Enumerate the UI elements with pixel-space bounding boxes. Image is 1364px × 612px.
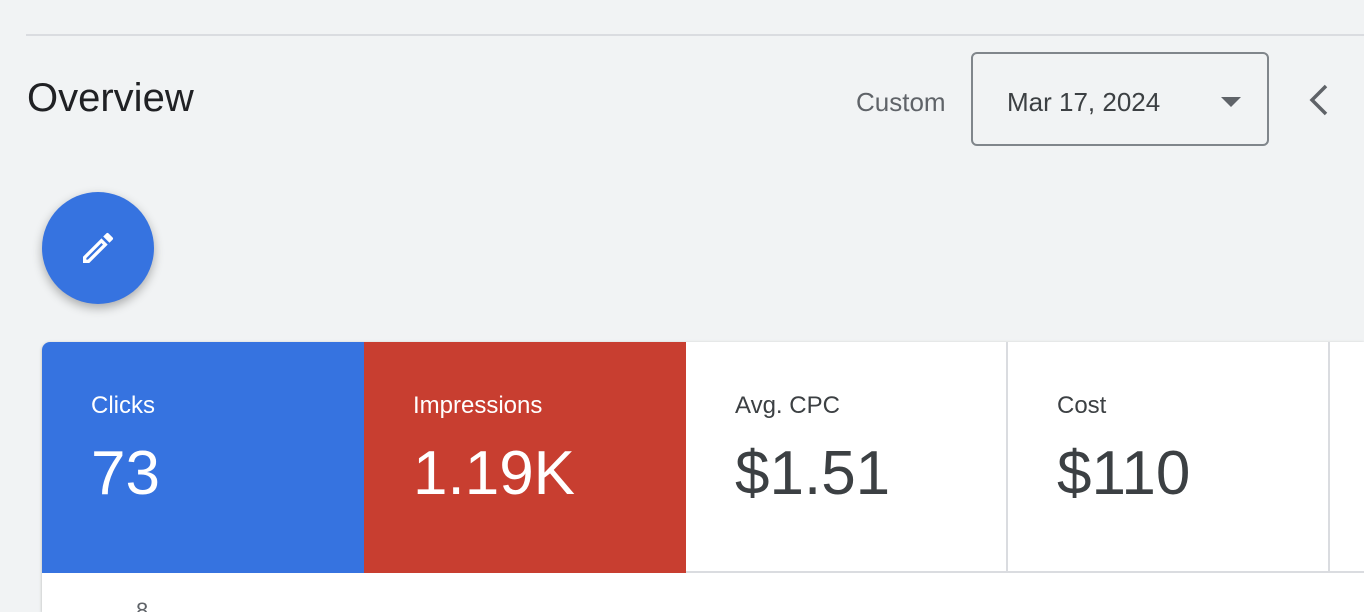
metric-card-partial[interactable] (1330, 342, 1364, 573)
chevron-left-icon (1309, 84, 1328, 116)
date-range-picker[interactable]: Mar 17, 2024 (971, 52, 1269, 146)
caret-down-icon (1221, 97, 1241, 107)
chart-y-tick: 8 (136, 598, 149, 612)
metric-card-cost[interactable]: Cost $110 (1008, 342, 1330, 573)
date-range-value: Mar 17, 2024 (1007, 87, 1161, 117)
pencil-icon (83, 232, 114, 263)
previous-period-button[interactable] (1300, 80, 1340, 120)
metric-card-impressions[interactable]: Impressions 1.19K (364, 342, 686, 573)
metric-value: $1.51 (735, 439, 891, 508)
metric-card-clicks[interactable]: Clicks 73 (42, 342, 364, 573)
metric-value: 73 (91, 439, 160, 508)
metric-label: Cost (1057, 392, 1107, 419)
metric-value: 1.19K (413, 439, 576, 508)
metric-label: Clicks (91, 392, 155, 419)
metric-cards: Clicks 73 Impressions 1.19K Avg. CPC $1.… (42, 342, 1364, 612)
edit-button[interactable] (42, 192, 154, 304)
metric-value: $110 (1057, 439, 1191, 508)
metric-label: Impressions (413, 392, 543, 419)
header-divider (26, 34, 1364, 36)
metric-label: Avg. CPC (735, 392, 840, 419)
page-title: Overview (27, 76, 194, 120)
metric-card-avg-cpc[interactable]: Avg. CPC $1.51 (686, 342, 1008, 573)
date-range-preset-label: Custom (856, 87, 946, 117)
